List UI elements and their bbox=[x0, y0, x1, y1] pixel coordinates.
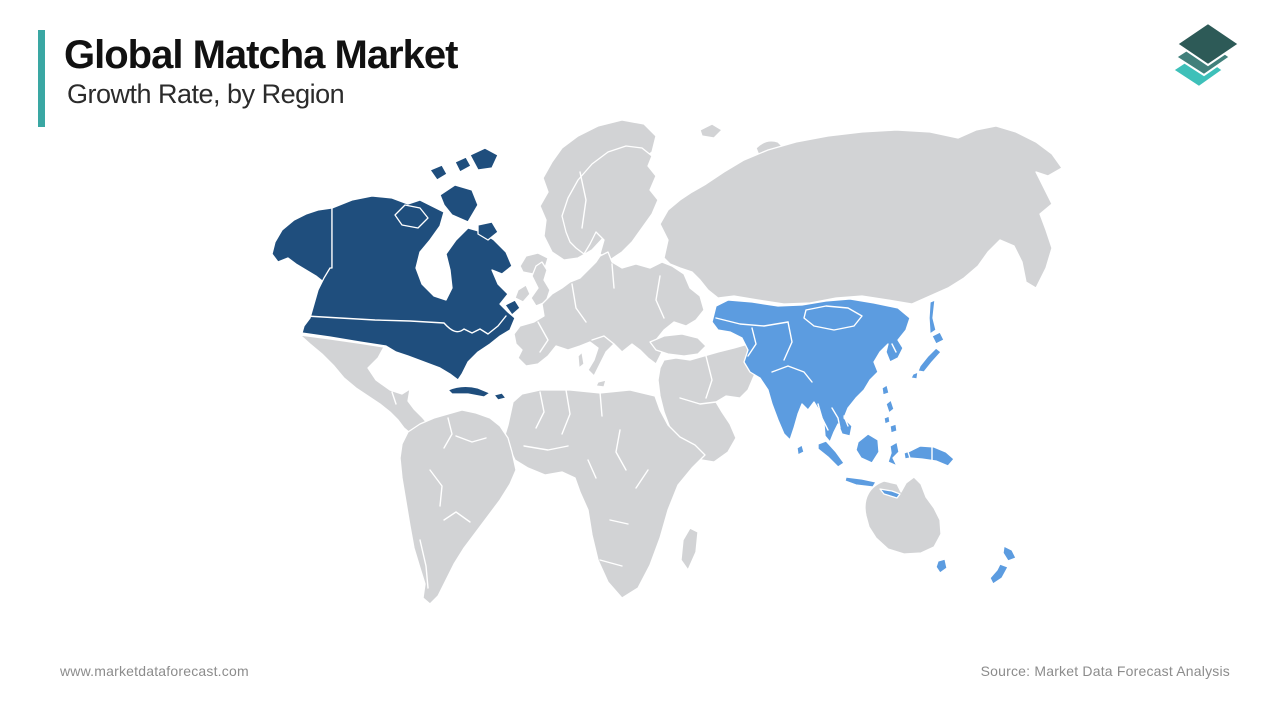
canada-usa bbox=[301, 195, 516, 381]
page-subtitle: Growth Rate, by Region bbox=[67, 79, 345, 109]
region-asia-pacific bbox=[711, 298, 1017, 585]
africa bbox=[504, 389, 706, 599]
japan-kyushu bbox=[910, 371, 919, 380]
border-line bbox=[443, 511, 471, 523]
border-line bbox=[783, 321, 793, 361]
border-line bbox=[591, 335, 615, 345]
corsica-sardinia bbox=[577, 351, 585, 369]
border-line bbox=[523, 445, 569, 451]
border-line bbox=[655, 275, 665, 319]
border-line bbox=[679, 397, 717, 405]
border-line bbox=[535, 391, 545, 429]
border-line bbox=[561, 389, 571, 435]
border-line bbox=[715, 317, 789, 327]
border-line bbox=[705, 355, 713, 399]
arctic-island-canada bbox=[469, 147, 499, 171]
border-line bbox=[599, 391, 603, 417]
border-line bbox=[599, 559, 623, 567]
ireland bbox=[514, 284, 531, 303]
philippines bbox=[885, 399, 895, 414]
scandinavia bbox=[561, 145, 659, 261]
hispaniola bbox=[493, 392, 507, 401]
java bbox=[844, 476, 877, 488]
border-line bbox=[615, 429, 627, 471]
market-data-forecast-logo bbox=[1172, 21, 1241, 89]
region-rest-of-world bbox=[299, 119, 1063, 605]
logo-layers-icon bbox=[1172, 21, 1241, 89]
border-line bbox=[747, 327, 757, 357]
cuba bbox=[447, 385, 491, 398]
philippines bbox=[889, 423, 898, 434]
border-line bbox=[455, 435, 487, 443]
page-title: Global Matcha Market bbox=[64, 33, 458, 77]
header: Global Matcha Market Growth Rate, by Reg… bbox=[38, 30, 458, 127]
new-guinea bbox=[907, 445, 955, 467]
border-line bbox=[391, 391, 397, 405]
border-line bbox=[537, 321, 549, 353]
border-line bbox=[635, 469, 649, 489]
japan-honshu bbox=[917, 347, 942, 373]
arctic-island-canada bbox=[394, 204, 429, 229]
region-north-america bbox=[271, 147, 521, 401]
border-line bbox=[429, 469, 443, 507]
new-zealand-north bbox=[1002, 545, 1017, 562]
border-line bbox=[803, 305, 863, 331]
accent-bar bbox=[38, 30, 45, 127]
turkey bbox=[649, 333, 707, 357]
border-line bbox=[891, 343, 897, 353]
border-line bbox=[817, 403, 829, 431]
south-america bbox=[399, 409, 517, 605]
border-line bbox=[443, 417, 453, 449]
new-zealand-south bbox=[989, 563, 1009, 585]
newfoundland bbox=[504, 299, 521, 316]
border-line bbox=[579, 171, 587, 229]
tasmania bbox=[935, 558, 948, 574]
border-line bbox=[611, 263, 615, 289]
arctic-island-canada bbox=[477, 221, 499, 241]
philippines bbox=[883, 415, 891, 425]
sri-lanka bbox=[796, 444, 805, 456]
sakhalin bbox=[928, 299, 937, 335]
border-line bbox=[419, 539, 429, 589]
border-line bbox=[831, 407, 841, 429]
border-line bbox=[771, 365, 813, 383]
border-line bbox=[571, 283, 587, 323]
lesser-sunda bbox=[879, 488, 901, 499]
arctic-island-canada bbox=[429, 164, 448, 181]
asia-mainland bbox=[711, 298, 911, 443]
sicily bbox=[595, 379, 607, 388]
australia bbox=[864, 476, 942, 555]
border-line bbox=[843, 415, 849, 427]
arctic-island bbox=[699, 123, 723, 139]
border-line bbox=[587, 459, 597, 479]
us-canada-border bbox=[305, 315, 507, 335]
taiwan bbox=[881, 384, 890, 396]
sulawesi bbox=[887, 441, 900, 467]
arctic-island-canada bbox=[454, 156, 472, 173]
japan-hokkaido bbox=[931, 331, 945, 345]
website-link[interactable]: www.marketdataforecast.com bbox=[60, 663, 249, 679]
borneo bbox=[855, 433, 880, 464]
border-line bbox=[609, 519, 629, 525]
arctic-island-canada bbox=[439, 184, 479, 223]
source-note: Source: Market Data Forecast Analysis bbox=[980, 663, 1230, 679]
sumatra bbox=[817, 440, 845, 468]
russia bbox=[659, 125, 1063, 305]
madagascar bbox=[680, 527, 699, 571]
